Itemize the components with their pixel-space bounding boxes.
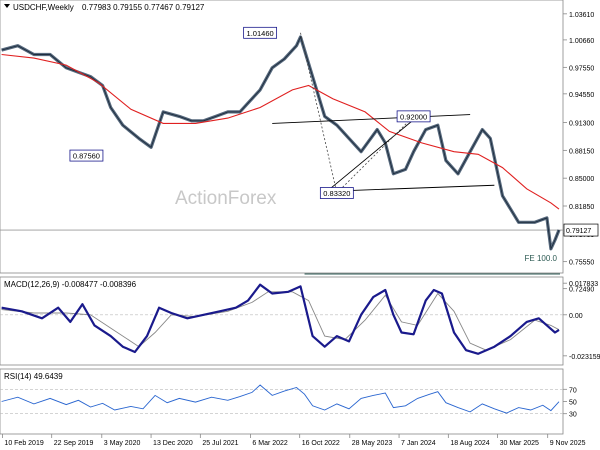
projection-line (300, 32, 338, 194)
chart-title: USDCHF,Weekly (13, 3, 74, 12)
y-tick-label: 0.00 (569, 313, 583, 320)
chart-header: USDCHF,Weekly 0.77983 0.79155 0.77467 0.… (4, 3, 205, 12)
y-tick-label: 70 (569, 387, 577, 394)
macd-signal-line (1, 291, 560, 351)
fe-label: FE 100.0 (525, 254, 558, 263)
x-tick-label: 7 Jan 2024 (401, 440, 436, 447)
ohlc-readout: 0.77983 0.79155 0.77467 0.79127 (82, 3, 205, 12)
price-panel-frame (0, 0, 564, 274)
y-tick-label: 0.75550 (569, 260, 594, 267)
price-axis: 1.03610 1.00660 0.97550 0.94550 0.91300 0.881… (563, 12, 594, 294)
y-tick-label: 30 (569, 412, 577, 419)
price-lines: 0.79127 (0, 32, 599, 275)
annotation-box (396, 110, 431, 123)
annotation-box (319, 187, 354, 199)
macd-panel-frame (0, 276, 564, 366)
y-tick-label: 1.03610 (569, 12, 594, 19)
y-tick-label: 0.97550 (569, 65, 594, 72)
annotation-label: 0.83320 (323, 189, 350, 198)
annotation-box (69, 149, 104, 162)
y-tick-label: -0.023159 (569, 354, 600, 361)
y-tick-label: 1.00660 (569, 38, 594, 45)
trendline (324, 116, 418, 194)
moving-average-line (1, 53, 560, 210)
y-tick-label: 0.72490 (569, 287, 594, 294)
x-tick-label: 28 May 2023 (352, 440, 393, 447)
macd-line (1, 283, 560, 355)
rsi-line (1, 384, 560, 414)
price-annotations: 1.01460 0.87560 0.83320 0.92000 (69, 26, 431, 199)
trendline (272, 114, 471, 124)
x-tick-label: 6 Mar 2022 (252, 440, 288, 447)
annotation-label: 1.01460 (247, 29, 274, 38)
rsi-panel-frame (0, 368, 564, 435)
annotation-box (243, 26, 278, 39)
y-tick-label: 0.81850 (569, 204, 594, 211)
x-tick-label: 25 Jul 2021 (202, 440, 238, 447)
current-price-box (563, 223, 599, 237)
price-series-wick (1, 35, 560, 251)
y-tick-label: 0.85000 (569, 176, 594, 183)
watermark: ActionForex (175, 188, 277, 209)
x-tick-label: 22 Sep 2019 (54, 440, 94, 447)
annotation-label: 0.87560 (73, 152, 100, 161)
panel-frames (0, 0, 564, 435)
y-tick-label: 50 (569, 400, 577, 407)
y-tick-label: 0.91300 (569, 121, 594, 128)
x-tick-label: 10 Feb 2019 (4, 440, 43, 447)
y-tick-label: 0.017833 (569, 281, 598, 288)
annotation-label: 0.92000 (400, 112, 427, 121)
macd-lines (0, 283, 563, 355)
rsi-label: RSI(14) 49.6439 (4, 372, 63, 381)
x-axis: 10 Feb 2019 22 Sep 2019 3 May 2020 13 Dec 2… (2, 434, 586, 447)
y-tick-label: 0.94550 (569, 92, 594, 99)
x-tick-label: 13 Dec 2020 (153, 440, 193, 447)
rsi-lines (0, 384, 563, 415)
x-tick-label: 16 Oct 2022 (302, 440, 340, 447)
x-tick-label: 3 May 2020 (104, 440, 141, 447)
x-tick-label: 18 Aug 2024 (450, 440, 489, 447)
rsi-axis: 70 50 30 (563, 387, 577, 419)
collapse-arrow-icon[interactable] (4, 4, 10, 8)
macd-axis: 0.017833 0.00 -0.023159 (563, 281, 600, 361)
macd-label: MACD(12,26,9) -0.008477 -0.008396 (4, 280, 137, 289)
trendline (348, 184, 495, 191)
y-tick-label: 0.88150 (569, 148, 594, 155)
x-tick-label: 9 Nov 2025 (550, 440, 586, 447)
x-tick-label: 30 Mar 2025 (500, 440, 539, 447)
current-price-label: 0.79127 (566, 228, 591, 235)
